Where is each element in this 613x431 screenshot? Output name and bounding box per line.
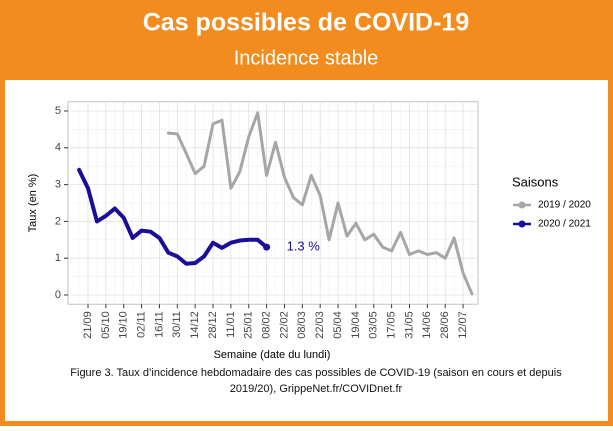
x-tick-label: 14/12: [189, 311, 201, 339]
x-tick-label: 03/05: [368, 311, 380, 339]
x-tick-label: 17/05: [386, 311, 398, 339]
x-tick-label: 14/06: [421, 311, 433, 339]
caption: 2019/20), GrippeNet.fr/COVIDnet.fr: [230, 383, 403, 395]
title: Cas possibles de COVID-19: [143, 9, 470, 37]
caption: Figure 3. Taux d’incidence hebdomadaire …: [70, 367, 562, 379]
x-tick-label: 11/01: [225, 311, 237, 338]
y-tick-label: 5: [55, 105, 61, 117]
y-axis-label: Taux (en %): [27, 174, 39, 233]
x-tick-label: 28/06: [439, 311, 451, 339]
x-tick-label: 28/12: [207, 311, 219, 339]
last-point: [263, 243, 271, 251]
x-tick-label: 25/01: [243, 311, 255, 339]
x-tick-label: 22/02: [278, 311, 290, 339]
annotation: 1.3 %: [287, 239, 321, 254]
x-tick-label: 22/03: [314, 311, 326, 339]
x-tick-label: 16/11: [153, 311, 165, 338]
y-tick-label: 4: [55, 142, 61, 154]
y-tick-label: 1: [55, 252, 61, 264]
x-tick-label: 05/04: [332, 311, 344, 339]
x-tick-label: 19/04: [350, 311, 362, 339]
x-tick-label: 02/11: [135, 311, 147, 338]
x-tick-label: 21/09: [82, 311, 94, 339]
y-tick-label: 0: [55, 289, 61, 301]
x-tick-label: 08/03: [296, 311, 308, 339]
y-tick-label: 2: [55, 215, 61, 227]
x-tick-label: 08/02: [261, 311, 273, 339]
x-tick-label: 05/10: [100, 311, 112, 339]
legend-title: Saisons: [512, 174, 559, 189]
x-tick-label: 30/11: [171, 311, 183, 338]
legend-dot: [518, 201, 526, 209]
x-tick-label: 31/05: [403, 311, 415, 339]
legend-label: 2019 / 2020: [538, 200, 591, 211]
subtitle: Incidence stable: [234, 47, 379, 69]
series-line: [77, 167, 269, 266]
x-tick-label: 19/10: [118, 311, 130, 339]
series-line: [166, 111, 474, 296]
x-tick-label: 12/07: [457, 311, 469, 339]
y-tick-label: 3: [55, 179, 61, 191]
x-axis-label: Semaine (date du lundi): [214, 349, 331, 361]
legend-label: 2020 / 2021: [538, 219, 591, 230]
legend-dot: [518, 220, 526, 228]
